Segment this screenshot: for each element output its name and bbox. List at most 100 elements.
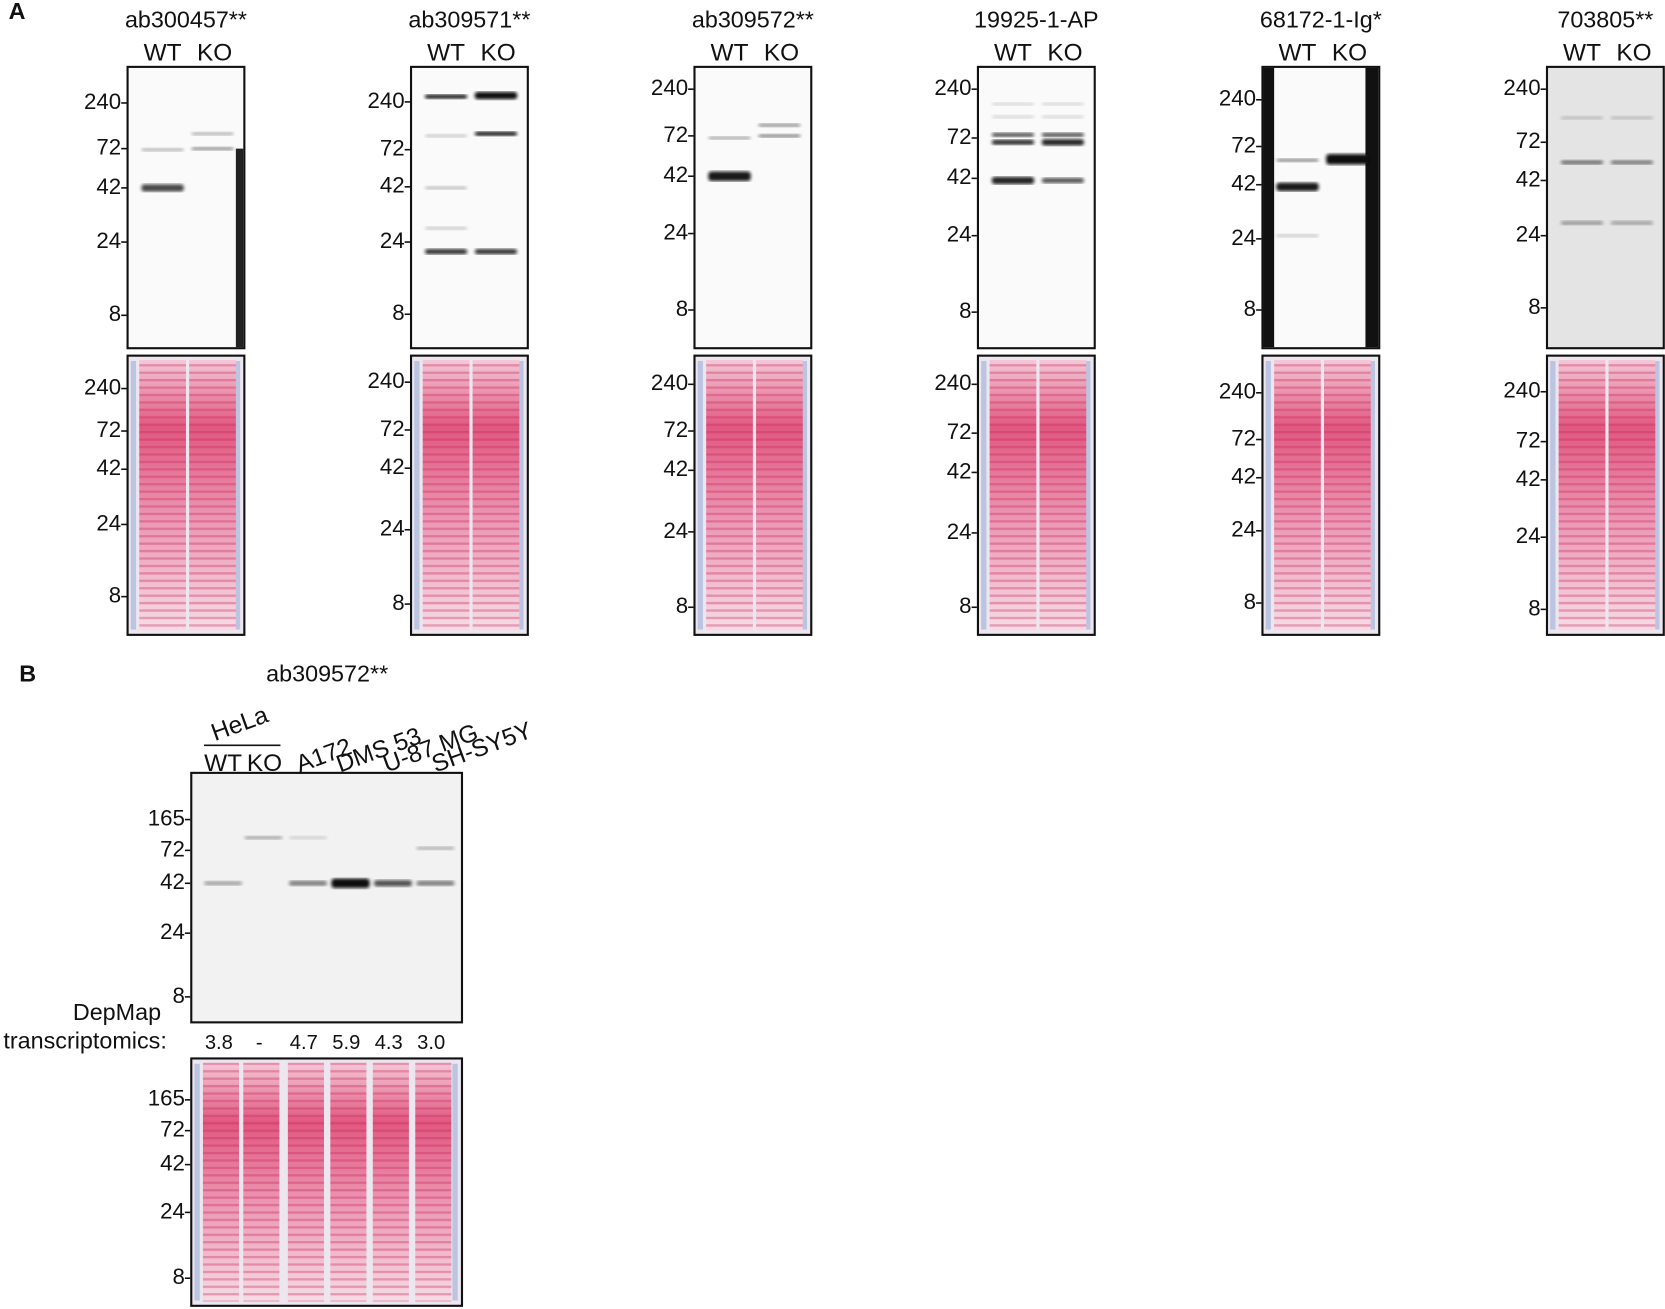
marker-label: 24 (663, 219, 688, 244)
ladder (452, 1063, 458, 1301)
lane-label: WT (427, 40, 465, 67)
band (424, 186, 468, 190)
antibody-title: 19925-1-AP (974, 6, 1099, 32)
ladder (234, 360, 241, 630)
band (1560, 220, 1604, 226)
marker-label: 240 (934, 75, 971, 100)
band (474, 131, 518, 136)
cell-line-group: HeLa (208, 701, 272, 746)
marker-label: 240 (1219, 379, 1256, 404)
marker-label: 240 (1503, 378, 1540, 403)
marker-label: 24 (96, 510, 121, 535)
marker-label: 240 (367, 88, 404, 113)
western-blot (126, 65, 246, 350)
panel-label: B (19, 660, 36, 686)
western-blot (1545, 65, 1665, 350)
marker-label: 42 (160, 1151, 185, 1176)
ladder (1085, 360, 1091, 630)
band (1610, 116, 1654, 120)
marker-label: 240 (934, 370, 971, 395)
depmap-value: 4.3 (375, 1032, 403, 1054)
marker-label: 42 (663, 456, 688, 481)
band (991, 102, 1035, 106)
ponceau-bands (706, 359, 753, 631)
marker-label: 8 (109, 583, 121, 608)
depmap-label: transcriptomics: (3, 1028, 166, 1054)
band (758, 123, 801, 127)
marker-label: 8 (676, 593, 688, 618)
marker-label: 42 (96, 455, 121, 480)
marker-label: 240 (1219, 86, 1256, 111)
ladder (1550, 360, 1556, 630)
ponceau-bands (1324, 359, 1371, 631)
ponceau-bands (415, 1062, 452, 1302)
marker-label: 72 (96, 135, 121, 160)
antibody-title: 703805** (1557, 6, 1653, 32)
marker-label: 72 (947, 124, 972, 149)
band (1610, 160, 1654, 165)
band (373, 880, 413, 887)
band (288, 880, 328, 886)
ponceau-bands (243, 1062, 280, 1302)
marker-label: 8 (676, 296, 688, 321)
marker-label: 240 (367, 368, 404, 393)
marker-label: 24 (663, 518, 688, 543)
lane-label: KO (480, 40, 515, 67)
depmap-value: 5.9 (332, 1032, 360, 1054)
band (141, 184, 184, 192)
marker-label: 24 (380, 516, 405, 541)
depmap-value: - (256, 1032, 263, 1054)
marker-label: 8 (172, 983, 184, 1008)
antibody-title: 68172-1-Ig* (1260, 6, 1382, 32)
band (1041, 177, 1085, 184)
band (1610, 220, 1654, 226)
marker-label: 72 (663, 417, 688, 442)
lane-label: KO (764, 40, 799, 67)
marker-label: 240 (84, 89, 121, 114)
marker-label: 24 (160, 1198, 185, 1223)
depmap-label: DepMap (73, 999, 161, 1025)
marker-label: 72 (380, 416, 405, 441)
band (1276, 234, 1319, 238)
antibody-title: ab309572** (692, 6, 814, 32)
marker-label: 240 (84, 374, 121, 399)
ponceau-bands (1608, 359, 1656, 631)
marker-label: 24 (1231, 517, 1256, 542)
ponceau-bands (372, 1062, 409, 1302)
marker-label: 72 (160, 836, 185, 861)
band (416, 880, 455, 886)
lane-label: WT (994, 40, 1032, 67)
lane-label: SH-SY5Y (428, 717, 535, 778)
band (424, 248, 468, 255)
band (1041, 139, 1085, 146)
band (1041, 115, 1085, 119)
ladder (194, 1063, 200, 1301)
marker-label: 42 (947, 458, 972, 483)
marker-label: 8 (959, 298, 971, 323)
panel-label: A (9, 0, 26, 24)
ladder (697, 360, 703, 630)
marker-label: 42 (1516, 466, 1541, 491)
marker-label: 72 (947, 419, 972, 444)
marker-label: 240 (651, 370, 688, 395)
depmap-value: 3.0 (417, 1032, 445, 1054)
band (331, 878, 370, 889)
marker-label: 42 (947, 164, 972, 189)
ladder (1265, 360, 1271, 630)
lane-label: WT (711, 40, 749, 67)
marker-label: 8 (1528, 294, 1540, 319)
band (474, 248, 518, 255)
marker-label: 42 (1516, 166, 1541, 191)
band (1560, 160, 1604, 165)
western-blot (409, 65, 529, 350)
marker-label: 72 (1516, 428, 1541, 453)
ladder (1654, 360, 1660, 630)
band (424, 226, 468, 230)
ladder (130, 360, 137, 630)
antibody-title: ab309571** (408, 6, 530, 32)
band (1276, 182, 1319, 192)
marker-label: 72 (1231, 425, 1256, 450)
ladder (518, 360, 524, 630)
marker-label: 72 (1231, 132, 1256, 157)
